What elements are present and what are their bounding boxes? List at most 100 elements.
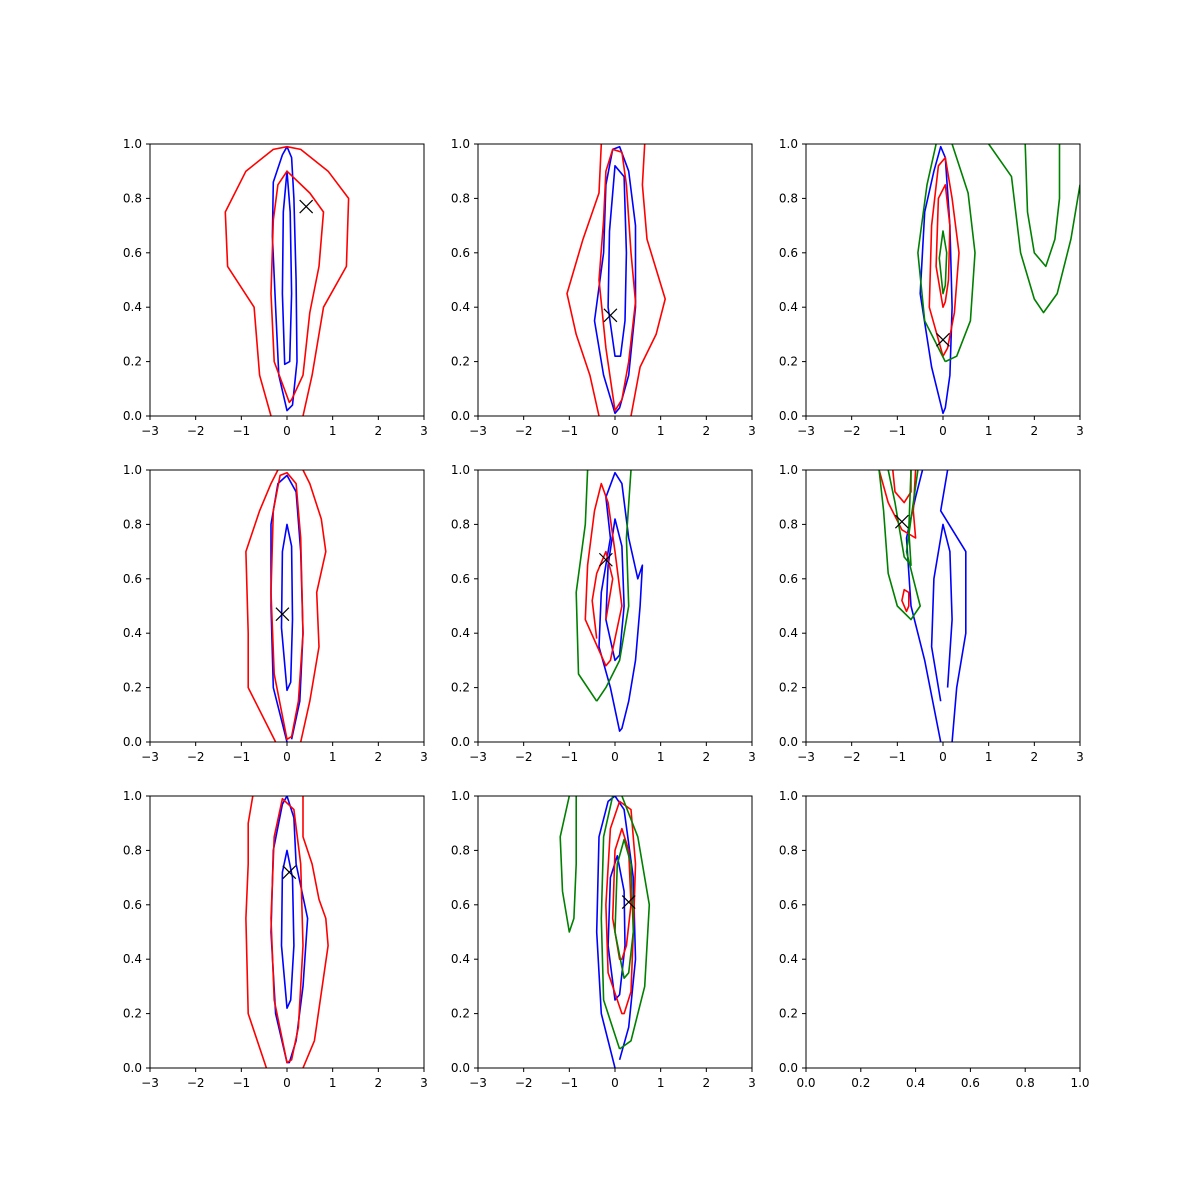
- x-tick-label: 1: [329, 424, 337, 438]
- x-tick-label: 0.4: [906, 1076, 925, 1090]
- x-tick-label: −3: [797, 424, 815, 438]
- blue-contour-line: [271, 145, 298, 412]
- plot-area: [559, 796, 651, 1068]
- plot-area: [245, 470, 327, 742]
- plot-area: [566, 144, 666, 416]
- x-tick-label: 0.6: [961, 1076, 980, 1090]
- x-tick-label: −1: [560, 424, 578, 438]
- blue-contour-line: [595, 796, 637, 1068]
- red-contour-line: [935, 184, 951, 308]
- x-tick-label: 0: [283, 750, 291, 764]
- x-tick-label: 2: [1031, 750, 1039, 764]
- y-tick-label: 0.8: [451, 843, 470, 857]
- x-tick-label: 3: [1076, 750, 1084, 764]
- x-tick-label: 1: [657, 750, 665, 764]
- y-tick-label: 0.8: [779, 517, 798, 531]
- y-tick-label: 0.4: [779, 952, 798, 966]
- y-tick-label: 1.0: [779, 789, 798, 803]
- axes-frame: [149, 795, 425, 1069]
- y-tick-label: 0.2: [451, 681, 470, 695]
- y-tick-label: 0.2: [779, 681, 798, 695]
- x-tick-label: 2: [375, 1076, 383, 1090]
- x-tick-label: 1: [329, 750, 337, 764]
- x-tick-label: 1: [985, 750, 993, 764]
- subplot-1-1: −3 −2 −1 0 1 2 3 0.0 0.2 0.4 0.6 0.8 1.0: [123, 137, 428, 438]
- x-tick-label: −3: [141, 1076, 159, 1090]
- y-tick-label: 0.4: [451, 300, 470, 314]
- x-tick-label: 3: [748, 1076, 756, 1090]
- y-tick-label: 0.4: [123, 626, 142, 640]
- green-contour-line: [619, 796, 651, 1050]
- red-contour-line: [270, 170, 325, 404]
- x-tick-label: −3: [141, 424, 159, 438]
- x-tick-label: 2: [703, 750, 711, 764]
- blue-contour-line: [593, 145, 637, 415]
- green-contour-line: [917, 144, 947, 362]
- x-marker: [282, 865, 297, 880]
- y-tick-label: 0.6: [779, 572, 798, 586]
- x-tick-label: −2: [515, 424, 533, 438]
- x-tick-label: 0: [939, 750, 947, 764]
- x-tick-label: 0: [283, 424, 291, 438]
- axes-frame: [805, 143, 1081, 417]
- y-tick-label: 0.2: [451, 1007, 470, 1021]
- x-tick-label: −1: [888, 750, 906, 764]
- blue-contour-line: [280, 523, 294, 692]
- x-tick-label: −2: [843, 424, 861, 438]
- green-contour-line: [1024, 144, 1061, 268]
- x-tick-label: −1: [232, 750, 250, 764]
- blue-contour-line: [607, 855, 626, 1001]
- x-tick-label: −2: [187, 424, 205, 438]
- x-tick-label: −3: [141, 750, 159, 764]
- plot-area: [878, 470, 967, 742]
- blue-contour-line: [939, 470, 967, 742]
- y-tick-label: 0.8: [123, 191, 142, 205]
- y-tick-label: 0.0: [451, 735, 470, 749]
- red-contour-line: [611, 827, 632, 960]
- x-tick-label: 2: [703, 424, 711, 438]
- x-marker: [936, 332, 950, 347]
- green-contour-line: [887, 470, 912, 566]
- red-contour-line: [928, 156, 960, 357]
- blue-contour-line: [598, 471, 644, 732]
- y-tick-label: 0.0: [123, 735, 142, 749]
- y-tick-label: 1.0: [779, 463, 798, 477]
- y-tick-label: 0.4: [779, 626, 798, 640]
- x-tick-label: −2: [515, 1076, 533, 1090]
- red-contour-line: [584, 482, 623, 667]
- red-contour-line: [598, 148, 637, 412]
- y-tick-label: 0.2: [123, 355, 142, 369]
- axes-frame: [805, 795, 1081, 1069]
- y-tick-label: 0.2: [123, 1007, 142, 1021]
- blue-contour-line: [280, 849, 295, 1009]
- x-tick-label: −3: [797, 750, 815, 764]
- green-contour-line: [938, 230, 948, 295]
- y-tick-label: 0.6: [451, 572, 470, 586]
- y-tick-label: 0.4: [123, 300, 142, 314]
- blue-contour-line: [930, 523, 953, 702]
- green-contour-line: [575, 470, 598, 702]
- y-tick-label: 1.0: [123, 463, 142, 477]
- plot-area: [917, 144, 1080, 415]
- y-tick-label: 0.8: [123, 517, 142, 531]
- x-marker: [598, 552, 613, 567]
- x-tick-label: 1: [657, 1076, 665, 1090]
- y-tick-label: 0.2: [451, 355, 470, 369]
- x-tick-label: 2: [375, 750, 383, 764]
- red-contour-line: [270, 471, 304, 741]
- y-tick-label: 0.0: [123, 409, 142, 423]
- x-tick-label: 3: [420, 750, 428, 764]
- subplot-2-3: −3 −2 −1 0 1 2 3 0.0 0.2 0.4 0.6 0.8 1.0: [779, 463, 1084, 764]
- x-tick-label: −1: [232, 1076, 250, 1090]
- y-tick-label: 1.0: [123, 789, 142, 803]
- y-tick-label: 0.8: [451, 517, 470, 531]
- red-contour-line: [302, 796, 329, 1068]
- y-tick-label: 0.2: [779, 1007, 798, 1021]
- x-tick-label: 1: [657, 424, 665, 438]
- y-tick-label: 0.2: [779, 355, 798, 369]
- x-tick-label: 0: [611, 1076, 619, 1090]
- x-tick-label: −2: [187, 750, 205, 764]
- x-tick-label: 0.8: [1016, 1076, 1035, 1090]
- axes-frame: [805, 469, 1081, 743]
- y-tick-label: 0.6: [123, 572, 142, 586]
